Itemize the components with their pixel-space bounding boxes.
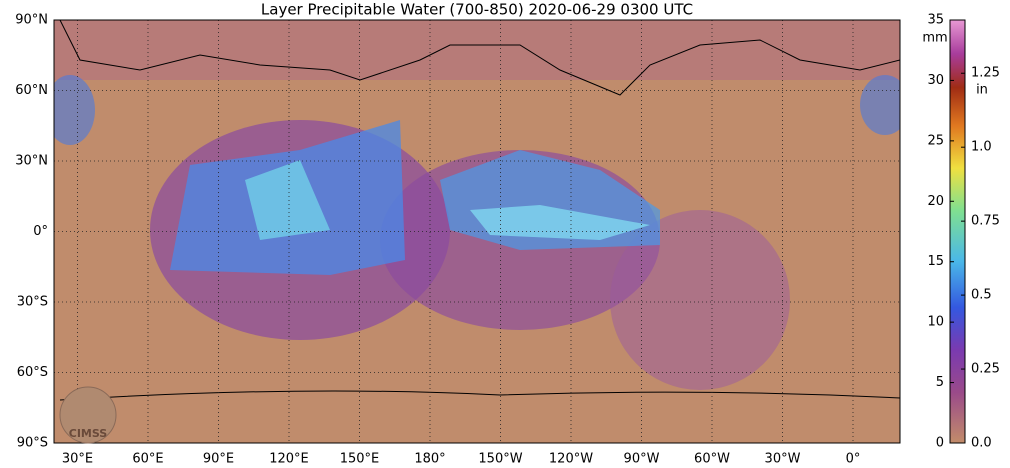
lon-label: 120°E <box>269 452 309 467</box>
lon-label: 60°W <box>694 452 730 467</box>
lat-label: 60°N <box>15 83 48 98</box>
colorbar-tick-label: 25 <box>927 133 944 148</box>
colorbar-tick2-label: 0.75 <box>971 214 1000 229</box>
lon-label: 30°E <box>62 452 93 467</box>
lon-label: 90°E <box>203 452 234 467</box>
lon-label: 150°E <box>340 452 380 467</box>
lon-label: 30°W <box>765 452 801 467</box>
colorbar-tick2-label: 0.5 <box>971 288 992 303</box>
colorbar-tick2-label: 0.25 <box>971 362 1000 377</box>
lat-label: 30°N <box>15 154 48 169</box>
lat-label: 30°S <box>17 295 48 310</box>
colorbar-tick2-label: 1.25 <box>971 66 1000 81</box>
lon-label: 0° <box>846 452 861 467</box>
colorbar-tick2-label: 1.0 <box>971 140 992 155</box>
colorbar-tick-label: 35 <box>927 13 944 28</box>
lon-label: 180° <box>414 452 445 467</box>
colorbar-tick-label: 0 <box>936 436 944 451</box>
lon-label: 60°E <box>132 452 163 467</box>
logo: CIMSS <box>59 386 117 444</box>
lon-label: 90°W <box>624 452 660 467</box>
lon-label: 150°W <box>478 452 522 467</box>
colorbar-tick-label: 30 <box>927 73 944 88</box>
colorbar-unit2: in <box>976 83 988 98</box>
colorbar-tick-label: 15 <box>927 254 944 269</box>
logo-text: CIMSS <box>69 427 108 440</box>
lon-label: 120°W <box>549 452 593 467</box>
colorbar-tick-label: 10 <box>927 315 944 330</box>
lat-label: 0° <box>33 224 48 239</box>
title: Layer Precipitable Water (700-850) 2020-… <box>261 1 693 19</box>
colorbar-tick-label: 5 <box>936 375 944 390</box>
lat-label: 90°S <box>17 436 48 451</box>
colorbar-unit: mm <box>922 31 947 46</box>
colorbar-tick2-label: 0.0 <box>971 436 992 451</box>
colorbar-tick-label: 20 <box>927 194 944 209</box>
lat-label: 60°S <box>17 365 48 380</box>
map-frame <box>53 19 901 444</box>
colorbar <box>949 19 966 444</box>
lat-label: 90°N <box>15 13 48 28</box>
